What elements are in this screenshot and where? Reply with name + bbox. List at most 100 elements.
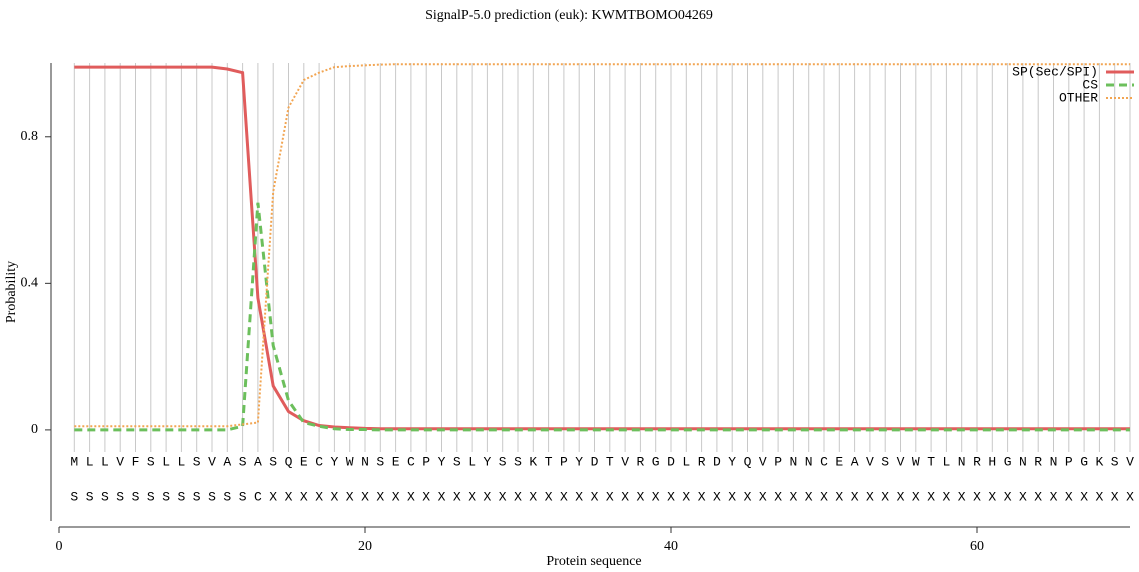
residue: R <box>973 454 981 469</box>
residue: E <box>392 454 400 469</box>
prediction-label: X <box>958 489 966 504</box>
residue: L <box>86 454 94 469</box>
residue: V <box>866 454 874 469</box>
residue: R <box>698 454 706 469</box>
residue: Y <box>575 454 583 469</box>
prediction-label: X <box>529 489 537 504</box>
residue: K <box>1095 454 1103 469</box>
prediction-label: X <box>422 489 430 504</box>
prediction-label: X <box>713 489 721 504</box>
residue: N <box>958 454 966 469</box>
x-tick-label: 60 <box>970 539 984 554</box>
prediction-label: X <box>1019 489 1027 504</box>
prediction-label: X <box>606 489 614 504</box>
residue: L <box>177 454 185 469</box>
residue: S <box>453 454 461 469</box>
prediction-label: X <box>866 489 874 504</box>
residue: S <box>881 454 889 469</box>
prediction-label: X <box>514 489 522 504</box>
residue: R <box>636 454 644 469</box>
residue: N <box>1050 454 1058 469</box>
residue: C <box>820 454 828 469</box>
residue: L <box>942 454 950 469</box>
residue: S <box>1111 454 1119 469</box>
prediction-label: X <box>1034 489 1042 504</box>
residue: P <box>560 454 568 469</box>
residue: Y <box>483 454 491 469</box>
y-tick-label: 0.8 <box>21 129 39 144</box>
prediction-label: X <box>652 489 660 504</box>
prediction-label: X <box>1050 489 1058 504</box>
prediction-label: X <box>1004 489 1012 504</box>
x-axis-label: Protein sequence <box>546 554 641 569</box>
series-line <box>74 202 1130 432</box>
prediction-label: X <box>392 489 400 504</box>
prediction-label: X <box>1111 489 1119 504</box>
prediction-label: X <box>575 489 583 504</box>
residue: S <box>239 454 247 469</box>
residue: S <box>193 454 201 469</box>
legend-label: OTHER <box>1059 90 1098 105</box>
prediction-label: X <box>927 489 935 504</box>
prediction-label: X <box>621 489 629 504</box>
prediction-label: S <box>147 489 155 504</box>
residue: Y <box>438 454 446 469</box>
residue: L <box>101 454 109 469</box>
prediction-label: X <box>682 489 690 504</box>
residue: G <box>1004 454 1012 469</box>
residue: S <box>147 454 155 469</box>
prediction-label: S <box>132 489 140 504</box>
legend-label: CS <box>1082 77 1098 92</box>
x-tick-label: 40 <box>664 539 678 554</box>
residue: S <box>376 454 384 469</box>
y-tick-label: 0.4 <box>21 276 39 291</box>
residue: L <box>682 454 690 469</box>
residue: P <box>774 454 782 469</box>
prediction-label: C <box>254 489 262 504</box>
prediction-label: S <box>193 489 201 504</box>
residue: N <box>361 454 369 469</box>
y-axis-label: Probability <box>4 261 19 323</box>
residue: T <box>927 454 935 469</box>
prediction-label: X <box>545 489 553 504</box>
prediction-label: X <box>300 489 308 504</box>
residue: S <box>499 454 507 469</box>
prediction-label: X <box>591 489 599 504</box>
prediction-label: X <box>805 489 813 504</box>
prediction-label: X <box>330 489 338 504</box>
prediction-label: X <box>1095 489 1103 504</box>
prediction-label: X <box>483 489 491 504</box>
residue: W <box>912 454 920 469</box>
residue: S <box>269 454 277 469</box>
chart-title: SignalP-5.0 prediction (euk): KWMTBOMO04… <box>425 8 713 23</box>
residue: N <box>1019 454 1027 469</box>
residue: V <box>1126 454 1134 469</box>
prediction-label: X <box>973 489 981 504</box>
residue: L <box>468 454 476 469</box>
residue: M <box>70 454 78 469</box>
residue: R <box>1034 454 1042 469</box>
prediction-label: X <box>315 489 323 504</box>
prediction-label: X <box>636 489 644 504</box>
prediction-label: X <box>346 489 354 504</box>
prediction-label: S <box>70 489 78 504</box>
prediction-label: X <box>1126 489 1134 504</box>
residue: Q <box>285 454 293 469</box>
residue: N <box>789 454 797 469</box>
prediction-label: S <box>86 489 94 504</box>
residue: A <box>851 454 859 469</box>
x-tick-label: 0 <box>56 539 63 554</box>
prediction-label: S <box>177 489 185 504</box>
prediction-label: S <box>223 489 231 504</box>
prediction-label: X <box>468 489 476 504</box>
residue: G <box>1080 454 1088 469</box>
residue: K <box>529 454 537 469</box>
residue: T <box>606 454 614 469</box>
residue: D <box>591 454 599 469</box>
residue: N <box>805 454 813 469</box>
prediction-label: X <box>667 489 675 504</box>
residue: C <box>315 454 323 469</box>
legend-label: SP(Sec/SPI) <box>1012 64 1098 79</box>
prediction-label: S <box>162 489 170 504</box>
